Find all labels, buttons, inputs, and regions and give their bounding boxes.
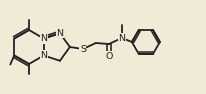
Text: N: N xyxy=(40,51,47,60)
Text: N: N xyxy=(118,33,125,42)
Text: N: N xyxy=(40,34,47,43)
Text: S: S xyxy=(80,44,86,53)
Text: O: O xyxy=(105,52,112,61)
Text: N: N xyxy=(56,29,63,38)
